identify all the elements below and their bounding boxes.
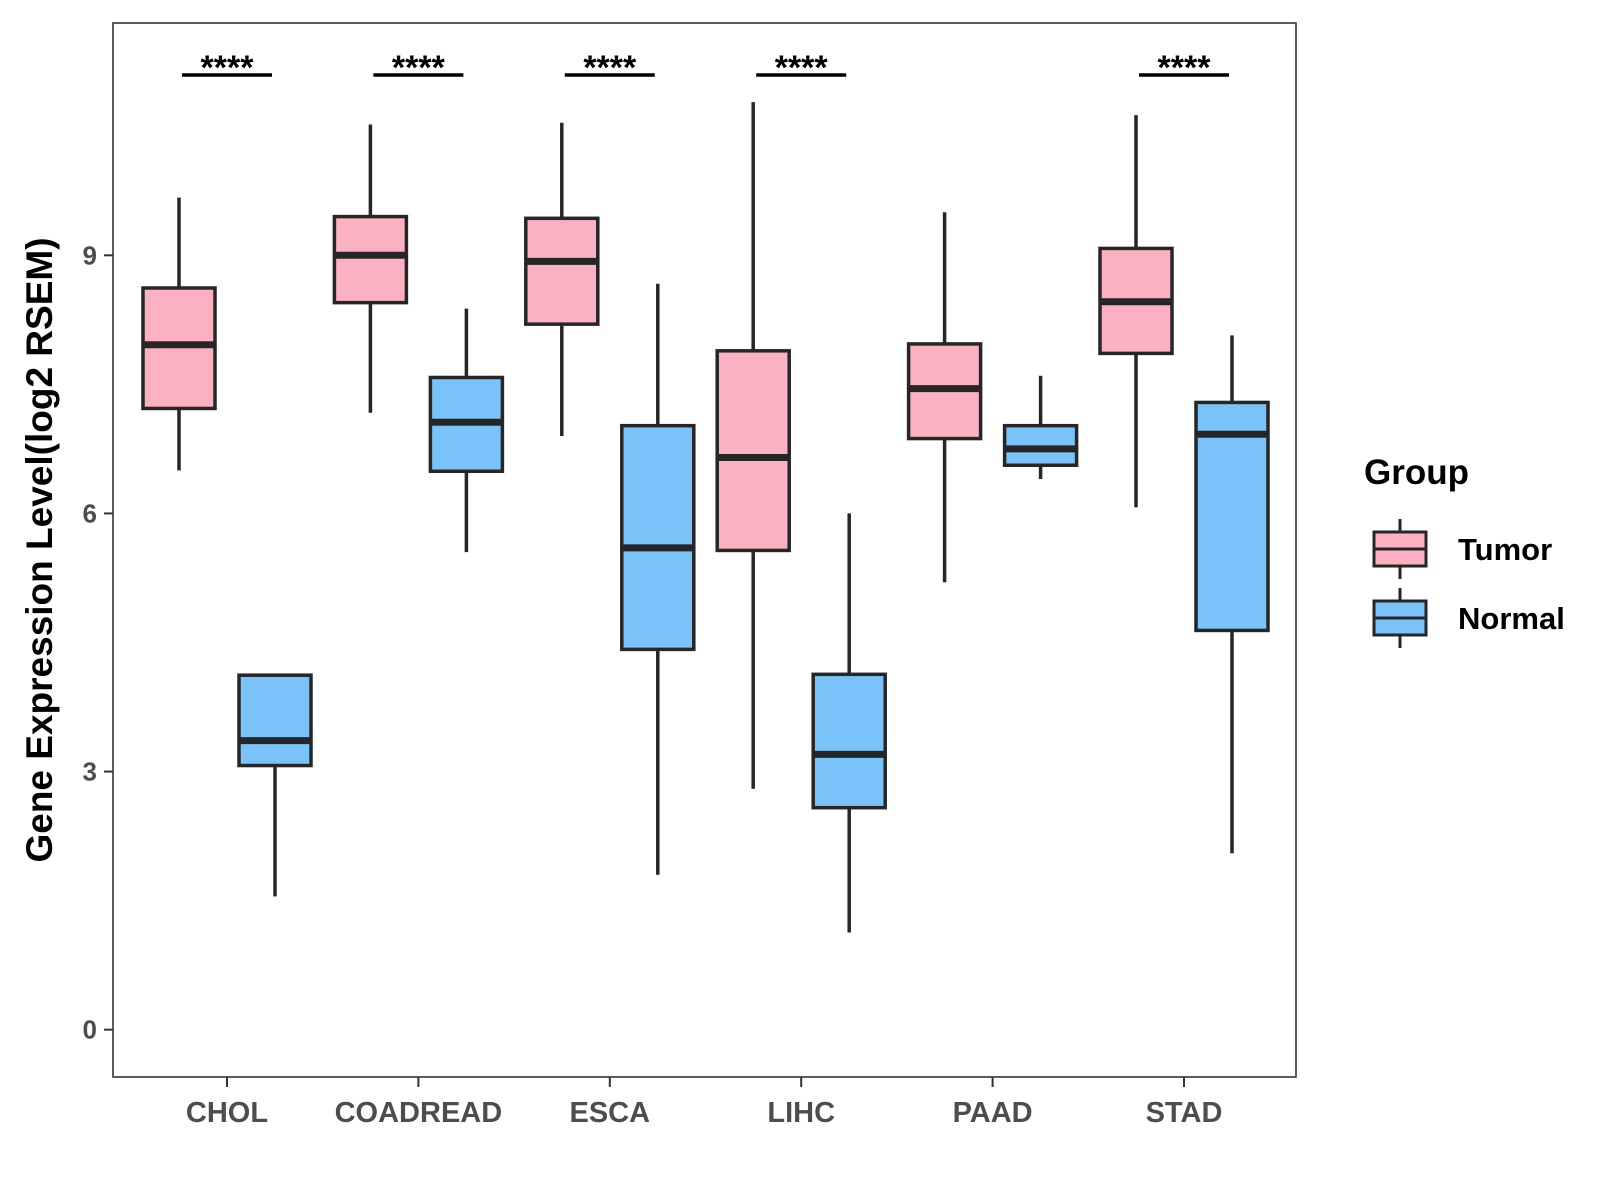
box-group-normal-lihc	[811, 513, 887, 933]
legend-title: Group	[1364, 453, 1469, 492]
box	[620, 423, 696, 652]
significance-label: ****	[775, 49, 829, 87]
x-tick-label: PAAD	[953, 1097, 1033, 1129]
box-group-normal-paad	[1002, 375, 1079, 480]
legend-label-normal: Normal	[1458, 601, 1565, 636]
x-tick-label: CHOL	[186, 1097, 268, 1129]
box-group-tumor-paad	[906, 212, 983, 583]
box-group-tumor-stad	[1098, 115, 1174, 508]
y-tick-label: 6	[83, 498, 97, 528]
significance-label: ****	[583, 49, 637, 87]
box	[1194, 400, 1270, 633]
box-group-tumor-coadread	[332, 124, 409, 413]
y-tick-label: 9	[83, 240, 97, 270]
box-group-normal-stad	[1194, 335, 1270, 854]
box	[332, 214, 409, 305]
box	[715, 349, 791, 553]
y-tick-label: 0	[83, 1015, 97, 1045]
x-tick-label: LIHC	[767, 1097, 835, 1129]
box-group-tumor-chol	[141, 197, 217, 471]
x-tick-label: STAD	[1146, 1097, 1223, 1129]
significance-label: ****	[1158, 49, 1212, 87]
y-tick-label: 3	[83, 757, 97, 787]
box-group-tumor-lihc	[715, 102, 791, 789]
significance-label: ****	[201, 49, 255, 87]
box	[524, 216, 600, 326]
box-group-tumor-esca	[524, 122, 600, 436]
box-group-normal-chol	[237, 673, 313, 897]
box-group-normal-esca	[620, 283, 696, 875]
significance-label: ****	[392, 49, 446, 87]
box	[811, 672, 887, 810]
plot-panel-border	[112, 22, 1297, 1078]
x-tick-label: COADREAD	[335, 1097, 503, 1129]
legend-label-tumor: Tumor	[1458, 532, 1552, 567]
x-tick-label: ESCA	[570, 1097, 651, 1129]
y-axis-title: Gene Expression Level(log2 RSEM)	[19, 237, 60, 862]
legend: Group Tumor Normal	[1364, 453, 1565, 648]
box-group-normal-coadread	[428, 308, 505, 553]
box	[237, 673, 313, 768]
